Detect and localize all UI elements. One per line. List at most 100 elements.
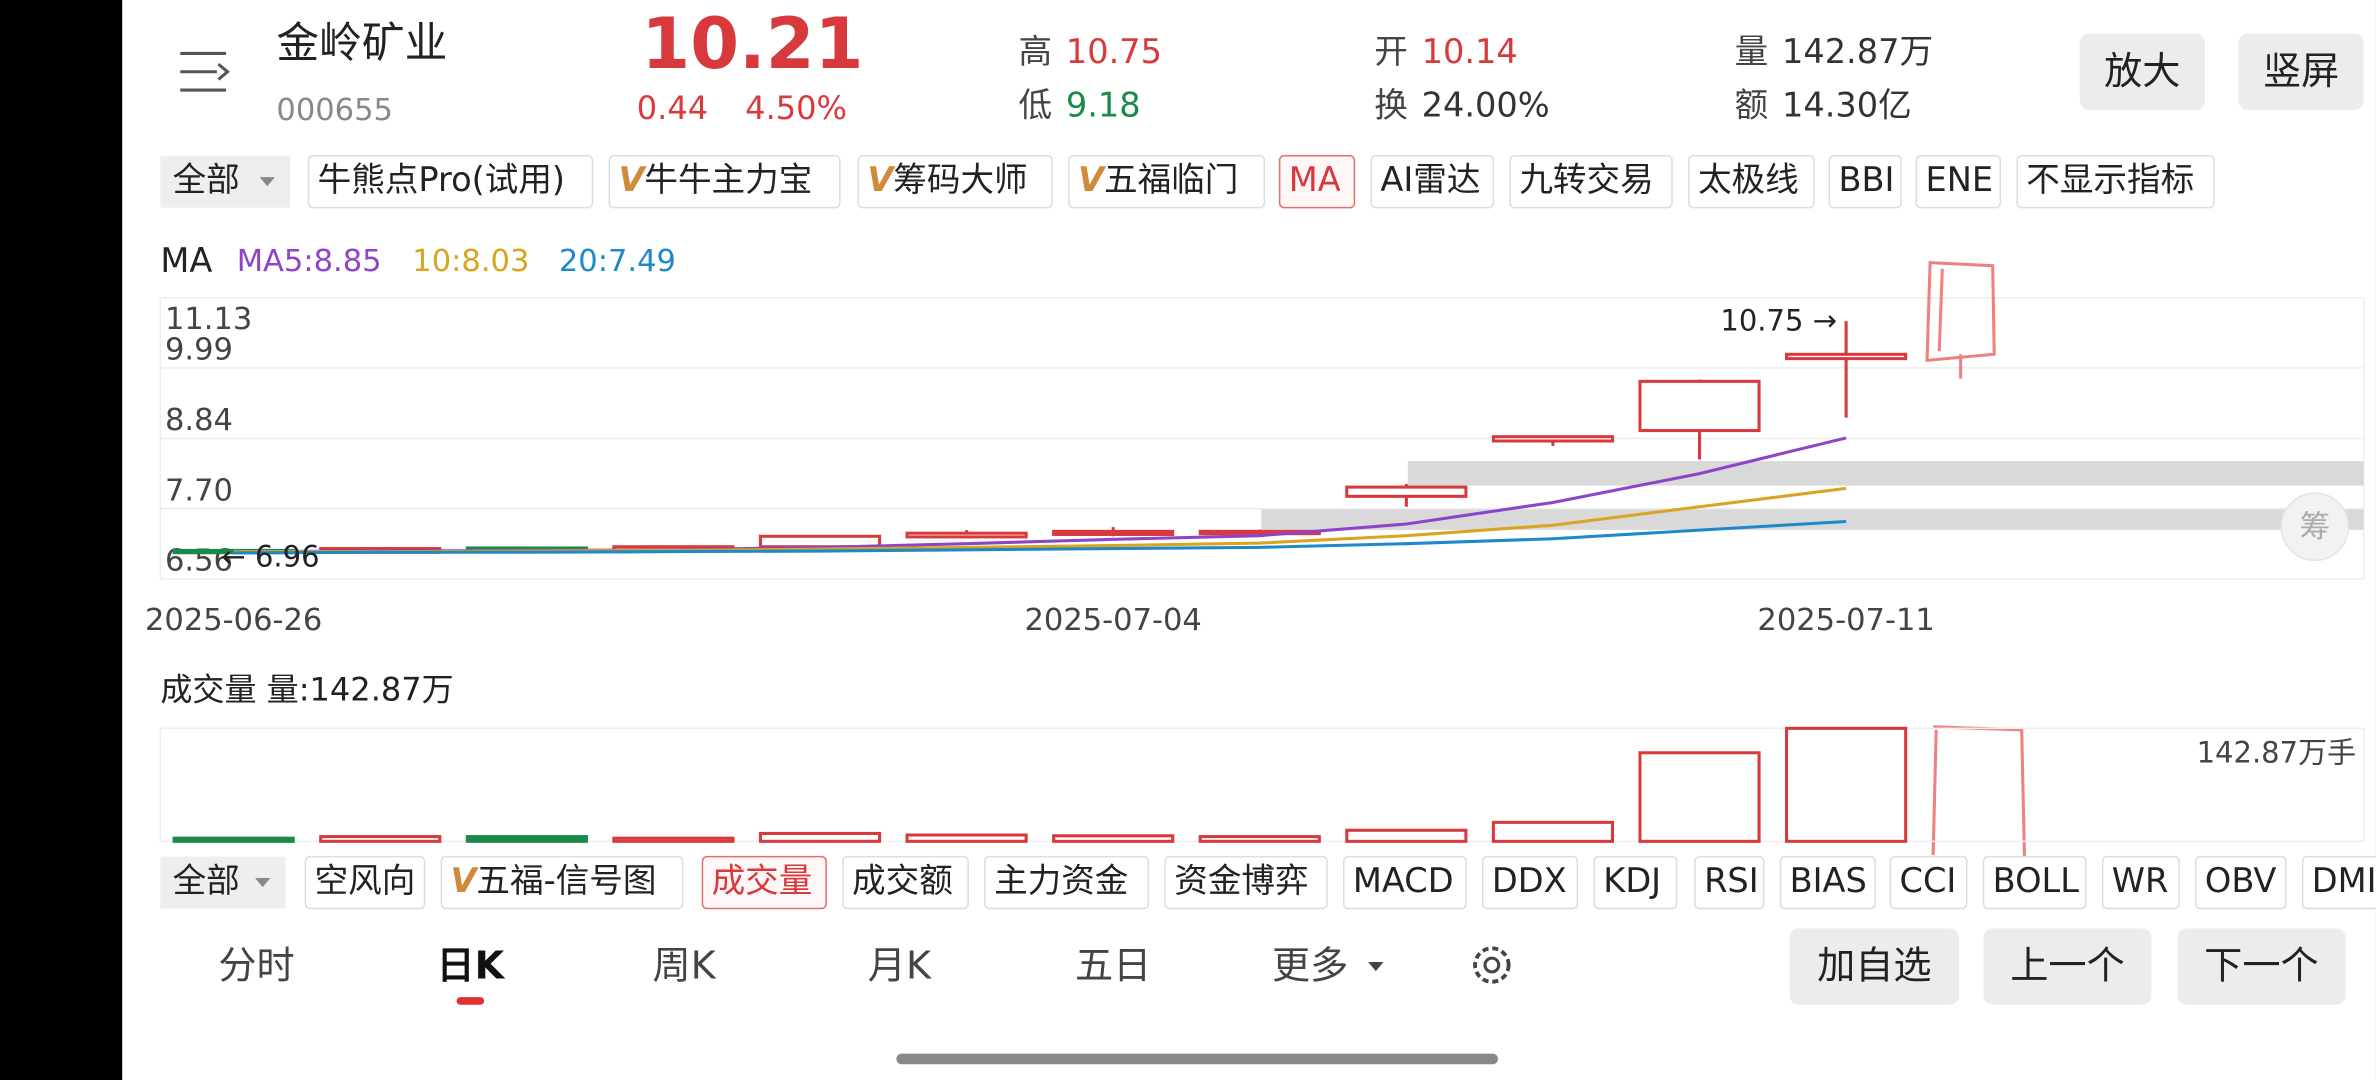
- period-tab[interactable]: 月K: [868, 945, 932, 989]
- tab-bg[interactable]: [1694, 855, 1765, 910]
- button-bg[interactable]: [2238, 33, 2364, 110]
- settings-icon[interactable]: [1473, 946, 1511, 984]
- tab[interactable]: 九转交易: [1509, 154, 1673, 209]
- menu-icon[interactable]: [180, 51, 230, 92]
- tab[interactable]: BIAS: [1779, 855, 1876, 910]
- tab-bg[interactable]: [1068, 154, 1266, 209]
- tab-bg[interactable]: [1828, 154, 1902, 209]
- tab[interactable]: ENE: [1915, 154, 2002, 209]
- selector-label[interactable]: 全部: [173, 160, 240, 199]
- button-label[interactable]: 放大: [2104, 50, 2180, 94]
- tab-label[interactable]: DDX: [1492, 861, 1567, 900]
- tab[interactable]: BBI: [1828, 154, 1902, 209]
- tab-bg[interactable]: [1342, 855, 1467, 910]
- tab-bg[interactable]: [1593, 855, 1678, 910]
- gear-ring[interactable]: [1473, 946, 1511, 984]
- tab-bg[interactable]: [440, 855, 684, 910]
- selector-label[interactable]: 全部: [173, 861, 240, 900]
- tab-bg[interactable]: [304, 855, 426, 910]
- tab-bg[interactable]: [1481, 855, 1579, 910]
- button-bg[interactable]: [2079, 33, 2205, 110]
- tab[interactable]: V 筹码大师: [857, 154, 1053, 209]
- dropdown-arrow[interactable]: [259, 177, 275, 187]
- chip-button-bg[interactable]: [2280, 492, 2350, 562]
- period-label[interactable]: 分时: [218, 945, 294, 989]
- tab[interactable]: BOLL: [1982, 855, 2087, 910]
- vip-icon[interactable]: V: [618, 160, 647, 199]
- tab-bg[interactable]: [2301, 855, 2376, 910]
- period-tab[interactable]: 周K: [653, 945, 717, 989]
- tab-label[interactable]: 五福-信号图: [476, 861, 656, 900]
- header-button[interactable]: 竖屏: [2238, 33, 2364, 110]
- tab-label[interactable]: 主力资金: [994, 861, 1128, 900]
- period-tab[interactable]: 五日: [1075, 945, 1151, 989]
- tab-label[interactable]: WR: [2112, 861, 2169, 900]
- button-bg[interactable]: [1983, 928, 2152, 1005]
- active-underline[interactable]: [456, 997, 485, 1005]
- tab[interactable]: MA: [1278, 154, 1356, 209]
- tab-label[interactable]: MA: [1289, 160, 1341, 199]
- period-label[interactable]: 日K: [436, 945, 505, 989]
- period-tab[interactable]: 日K: [436, 945, 506, 1005]
- tab-bg[interactable]: [857, 154, 1053, 209]
- period-tab[interactable]: 分时: [218, 945, 294, 989]
- tab[interactable]: V 五福临门: [1068, 154, 1266, 209]
- button-label[interactable]: 下一个: [2204, 945, 2318, 989]
- button-label[interactable]: 竖屏: [2263, 50, 2339, 94]
- tab-label[interactable]: BBI: [1838, 160, 1894, 199]
- tab-bg[interactable]: [2101, 855, 2180, 910]
- tab-selector[interactable]: 全部: [160, 155, 291, 208]
- tab-bg[interactable]: [842, 855, 969, 910]
- bottom-button[interactable]: 下一个: [2177, 928, 2346, 1005]
- period-tab[interactable]: 更多: [1272, 945, 1348, 989]
- button-label[interactable]: 加自选: [1817, 945, 1931, 989]
- tab[interactable]: 太极线: [1688, 154, 1815, 209]
- tab-bg[interactable]: [307, 154, 594, 209]
- tab-label[interactable]: BOLL: [1993, 861, 2080, 900]
- vip-icon[interactable]: V: [867, 160, 896, 199]
- gear-hole[interactable]: [1483, 956, 1501, 974]
- period-label[interactable]: 更多: [1272, 945, 1348, 989]
- tab[interactable]: MACD: [1342, 855, 1467, 910]
- chip-button[interactable]: 筹: [2280, 492, 2350, 562]
- tab-label[interactable]: KDJ: [1603, 861, 1661, 900]
- tab-bg[interactable]: [1915, 154, 2002, 209]
- tab-label[interactable]: 不显示指标: [2026, 160, 2194, 199]
- tab[interactable]: V 五福-信号图: [440, 855, 684, 910]
- period-label[interactable]: 月K: [868, 945, 932, 989]
- dropdown-arrow[interactable]: [255, 877, 271, 888]
- tab[interactable]: KDJ: [1593, 855, 1678, 910]
- tab-bg[interactable]: [608, 154, 841, 209]
- tab[interactable]: DMI: [2301, 855, 2376, 910]
- tab-bg[interactable]: [1779, 855, 1876, 910]
- tab[interactable]: CCI: [1889, 855, 1968, 910]
- tab-label[interactable]: 筹码大师: [893, 160, 1027, 199]
- bottom-button[interactable]: 加自选: [1789, 928, 1960, 1005]
- tab-bg[interactable]: [1889, 855, 1968, 910]
- tab-selector[interactable]: 全部: [160, 856, 286, 909]
- tab[interactable]: 空风向: [304, 855, 426, 910]
- tab-bg[interactable]: [701, 855, 827, 910]
- tab-label[interactable]: ENE: [1926, 160, 1994, 199]
- tab-label[interactable]: 太极线: [1698, 160, 1799, 199]
- tab-bg[interactable]: [1278, 154, 1356, 209]
- tab[interactable]: DDX: [1481, 855, 1579, 910]
- tab-bg[interactable]: [2016, 154, 2215, 209]
- tab[interactable]: V 牛牛主力宝: [608, 154, 841, 209]
- tab-label[interactable]: BIAS: [1790, 861, 1867, 900]
- tab-bg[interactable]: [1688, 154, 1815, 209]
- tab[interactable]: AI雷达: [1370, 154, 1495, 209]
- tab-label[interactable]: 牛熊点Pro(试用): [318, 160, 565, 199]
- tab-bg[interactable]: [1370, 154, 1495, 209]
- tab[interactable]: WR: [2101, 855, 2180, 910]
- tab[interactable]: 资金博弈: [1164, 855, 1328, 910]
- button-bg[interactable]: [2177, 928, 2346, 1005]
- tab[interactable]: 主力资金: [984, 855, 1150, 910]
- tab-label[interactable]: 成交量: [712, 861, 813, 900]
- chip-button-label[interactable]: 筹: [2300, 510, 2331, 545]
- tab-label[interactable]: 九转交易: [1519, 160, 1653, 199]
- tab-label[interactable]: 牛牛主力宝: [644, 160, 812, 199]
- tab-label[interactable]: 成交额: [852, 861, 953, 900]
- tab[interactable]: 成交量: [701, 855, 827, 910]
- tab-label[interactable]: DMI: [2312, 861, 2376, 900]
